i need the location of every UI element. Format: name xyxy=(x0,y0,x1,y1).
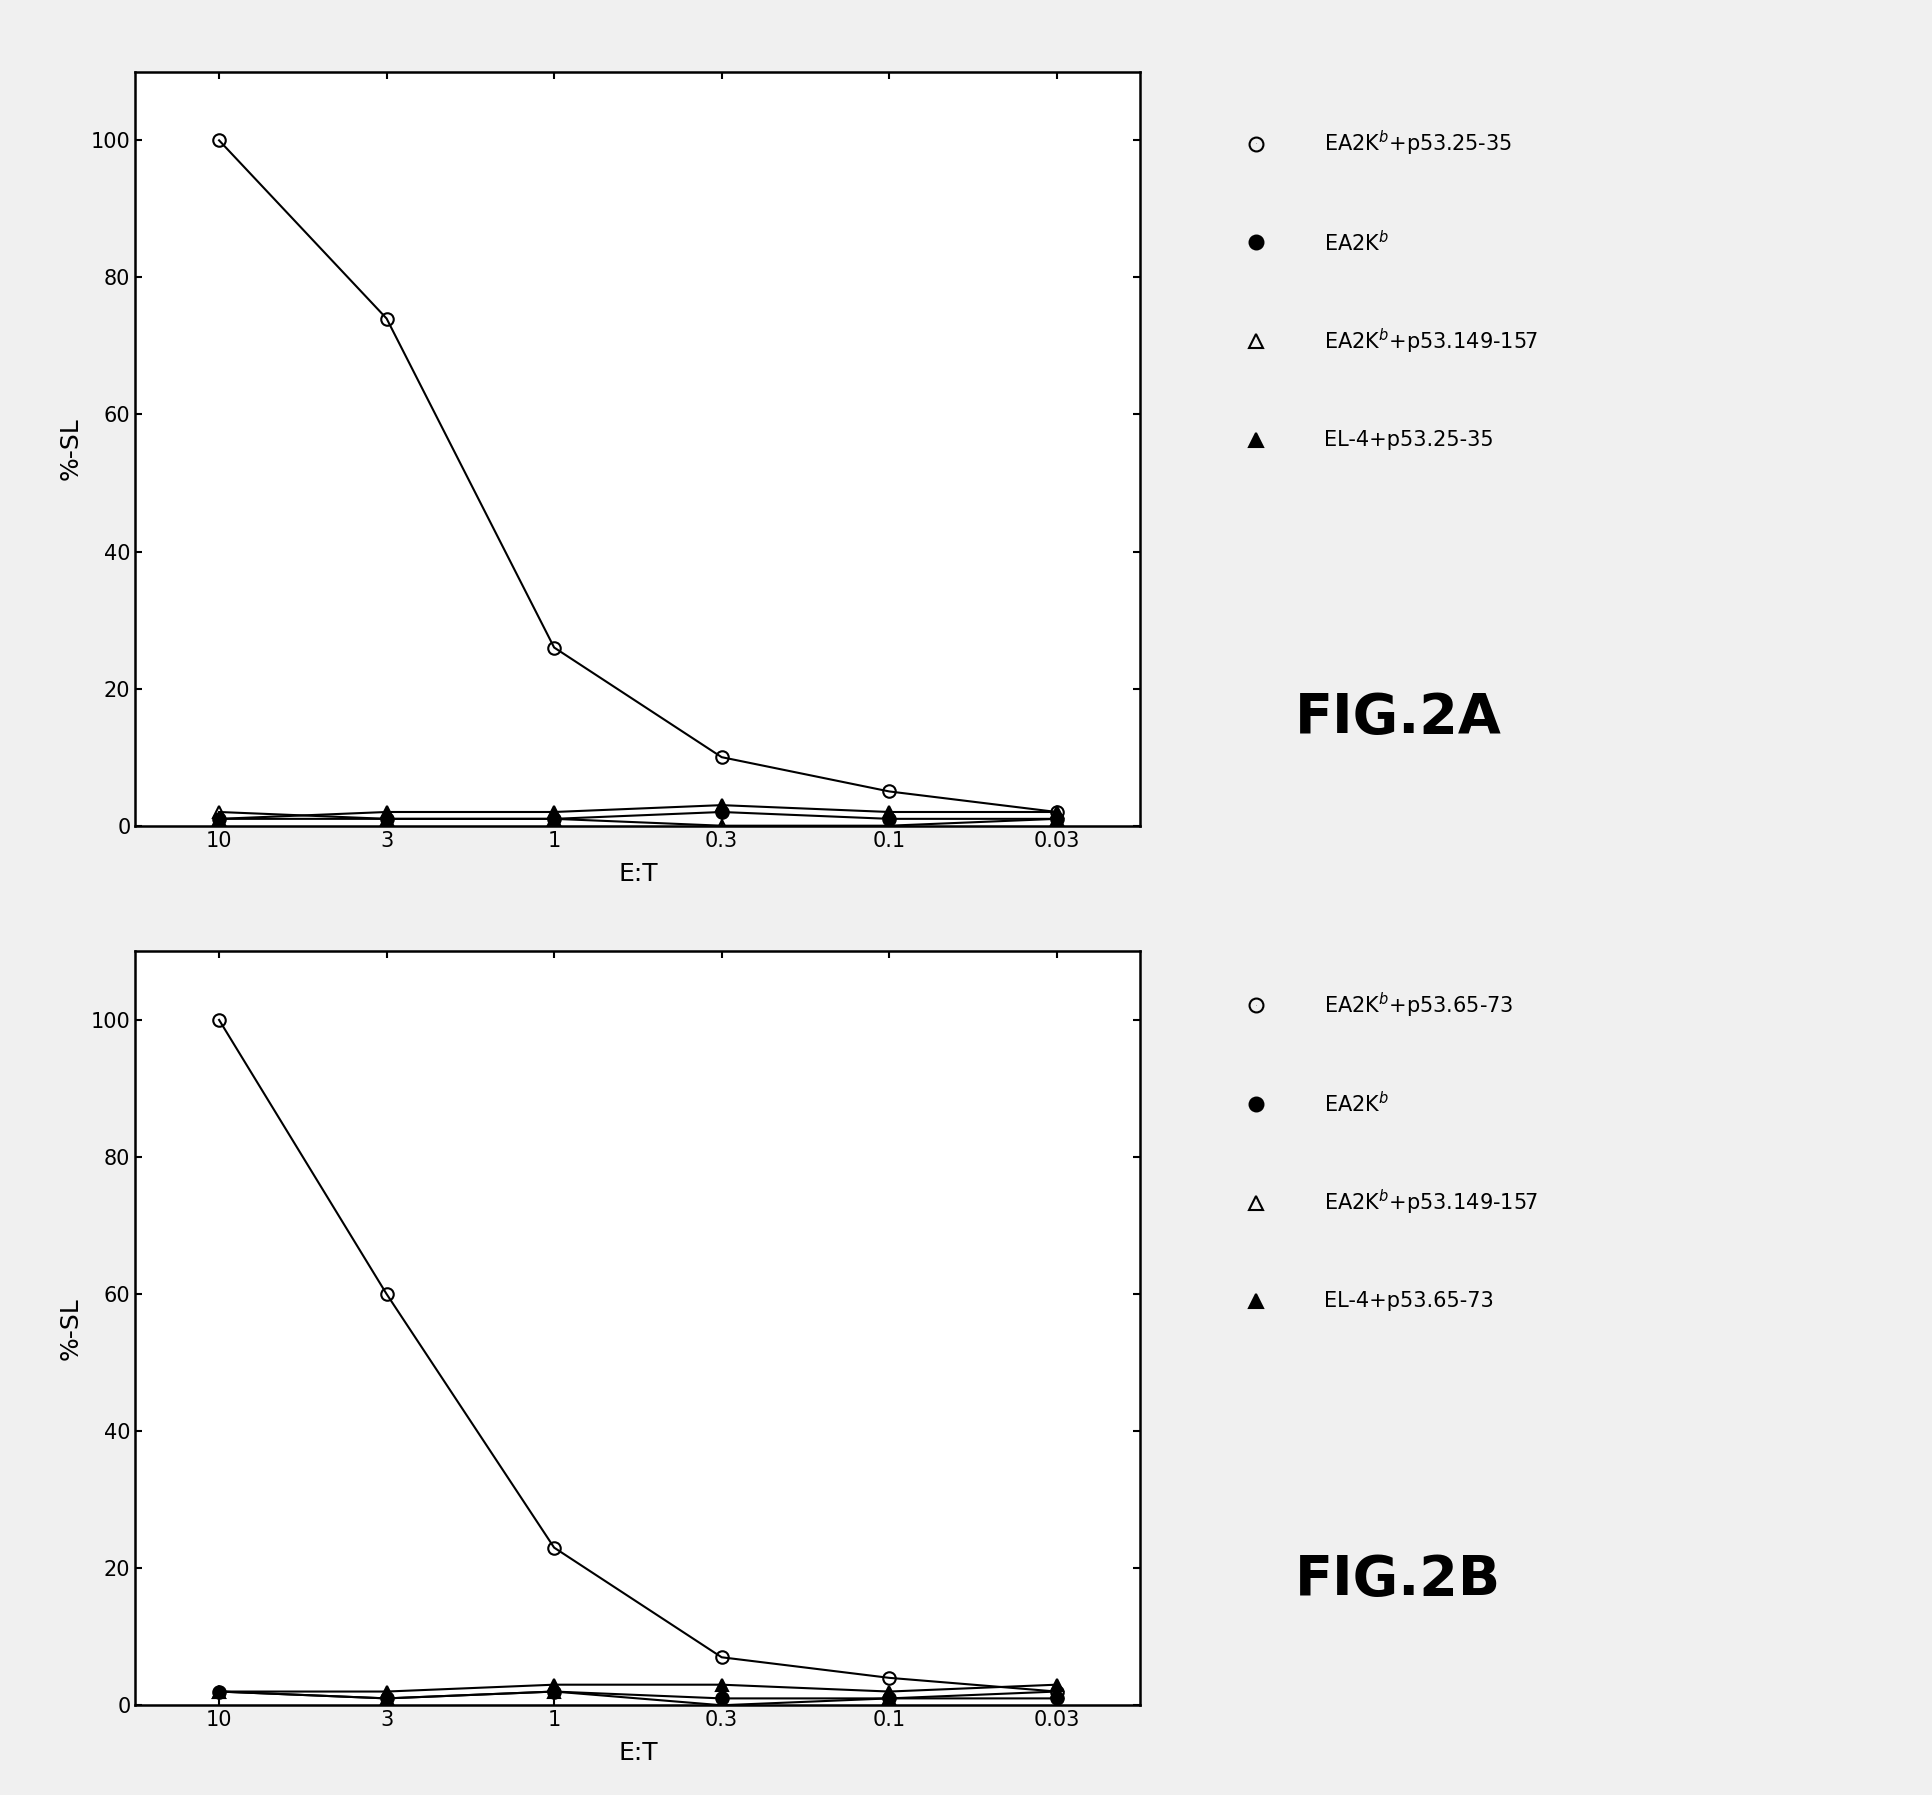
EA2K$^b$+p53.25-35 xyxy=(1045,801,1068,822)
EA2K$^b$ xyxy=(709,1687,732,1709)
EL-4+p53.25-35 xyxy=(543,801,566,822)
EL-4+p53.65-73 xyxy=(709,1675,732,1696)
EA2K$^b$+p53.25-35 xyxy=(709,747,732,768)
Line: EA2K$^b$: EA2K$^b$ xyxy=(213,1686,1063,1705)
EA2K$^b$ xyxy=(877,1687,900,1709)
EA2K$^b$ xyxy=(375,1687,398,1709)
EA2K$^b$ xyxy=(877,808,900,829)
EA2K$^b$ xyxy=(1045,808,1068,829)
EA2K$^b$ xyxy=(1045,1687,1068,1709)
EA2K$^b$+p53.25-35 xyxy=(543,637,566,659)
EL-4+p53.25-35 xyxy=(375,801,398,822)
EA2K$^b$+p53.65-73 xyxy=(375,1283,398,1305)
EA2K$^b$+p53.25-35 xyxy=(877,781,900,802)
EL-4+p53.25-35 xyxy=(709,795,732,817)
Text: EL-4+p53.65-73: EL-4+p53.65-73 xyxy=(1323,1291,1493,1312)
EL-4+p53.65-73 xyxy=(207,1680,230,1702)
Y-axis label: %-SL: %-SL xyxy=(58,418,83,479)
EL-4+p53.65-73 xyxy=(543,1675,566,1696)
EA2K$^b$+p53.149-157 xyxy=(207,801,230,822)
Text: EA2K$^b$+p53.65-73: EA2K$^b$+p53.65-73 xyxy=(1323,991,1513,1020)
EA2K$^b$ xyxy=(375,808,398,829)
EA2K$^b$+p53.149-157 xyxy=(543,808,566,829)
EA2K$^b$+p53.149-157 xyxy=(877,815,900,836)
EL-4+p53.65-73 xyxy=(877,1680,900,1702)
Text: EA2K$^b$: EA2K$^b$ xyxy=(1323,1091,1389,1116)
EA2K$^b$+p53.149-157 xyxy=(709,1694,732,1716)
Line: EA2K$^b$+p53.25-35: EA2K$^b$+p53.25-35 xyxy=(213,135,1063,819)
EA2K$^b$+p53.149-157 xyxy=(877,1687,900,1709)
Text: FIG.2B: FIG.2B xyxy=(1294,1553,1501,1607)
EL-4+p53.65-73 xyxy=(1045,1675,1068,1696)
Line: EA2K$^b$+p53.149-157: EA2K$^b$+p53.149-157 xyxy=(213,1686,1063,1711)
EA2K$^b$+p53.149-157 xyxy=(709,815,732,836)
Text: EA2K$^b$+p53.149-157: EA2K$^b$+p53.149-157 xyxy=(1323,327,1538,355)
EA2K$^b$+p53.149-157 xyxy=(543,1680,566,1702)
EA2K$^b$+p53.65-73 xyxy=(207,1009,230,1030)
EA2K$^b$+p53.25-35 xyxy=(207,129,230,151)
Line: EA2K$^b$+p53.149-157: EA2K$^b$+p53.149-157 xyxy=(213,806,1063,831)
EA2K$^b$+p53.149-157 xyxy=(375,1687,398,1709)
EA2K$^b$+p53.149-157 xyxy=(1045,1680,1068,1702)
EA2K$^b$+p53.149-157 xyxy=(207,1680,230,1702)
EA2K$^b$+p53.149-157 xyxy=(375,808,398,829)
EA2K$^b$ xyxy=(207,1680,230,1702)
EA2K$^b$+p53.149-157 xyxy=(1045,808,1068,829)
Text: EA2K$^b$+p53.25-35: EA2K$^b$+p53.25-35 xyxy=(1323,129,1511,158)
EA2K$^b$+p53.65-73 xyxy=(543,1537,566,1558)
Text: EA2K$^b$: EA2K$^b$ xyxy=(1323,230,1389,255)
EA2K$^b$+p53.65-73 xyxy=(709,1646,732,1668)
Line: EL-4+p53.25-35: EL-4+p53.25-35 xyxy=(213,799,1063,826)
X-axis label: E:T: E:T xyxy=(618,1741,657,1764)
Line: EL-4+p53.65-73: EL-4+p53.65-73 xyxy=(213,1678,1063,1698)
EA2K$^b$+p53.65-73 xyxy=(877,1668,900,1689)
Text: FIG.2A: FIG.2A xyxy=(1294,691,1501,745)
Text: EA2K$^b$+p53.149-157: EA2K$^b$+p53.149-157 xyxy=(1323,1188,1538,1217)
EA2K$^b$+p53.25-35 xyxy=(375,307,398,328)
EL-4+p53.25-35 xyxy=(1045,801,1068,822)
Text: EL-4+p53.25-35: EL-4+p53.25-35 xyxy=(1323,429,1493,451)
Line: EA2K$^b$: EA2K$^b$ xyxy=(213,806,1063,826)
EL-4+p53.25-35 xyxy=(207,808,230,829)
EA2K$^b$ xyxy=(709,801,732,822)
EL-4+p53.65-73 xyxy=(375,1680,398,1702)
Y-axis label: %-SL: %-SL xyxy=(58,1298,83,1359)
EA2K$^b$ xyxy=(543,1680,566,1702)
EA2K$^b$+p53.65-73 xyxy=(1045,1680,1068,1702)
EL-4+p53.25-35 xyxy=(877,801,900,822)
EA2K$^b$ xyxy=(543,808,566,829)
X-axis label: E:T: E:T xyxy=(618,862,657,885)
Line: EA2K$^b$+p53.65-73: EA2K$^b$+p53.65-73 xyxy=(213,1014,1063,1698)
EA2K$^b$ xyxy=(207,808,230,829)
